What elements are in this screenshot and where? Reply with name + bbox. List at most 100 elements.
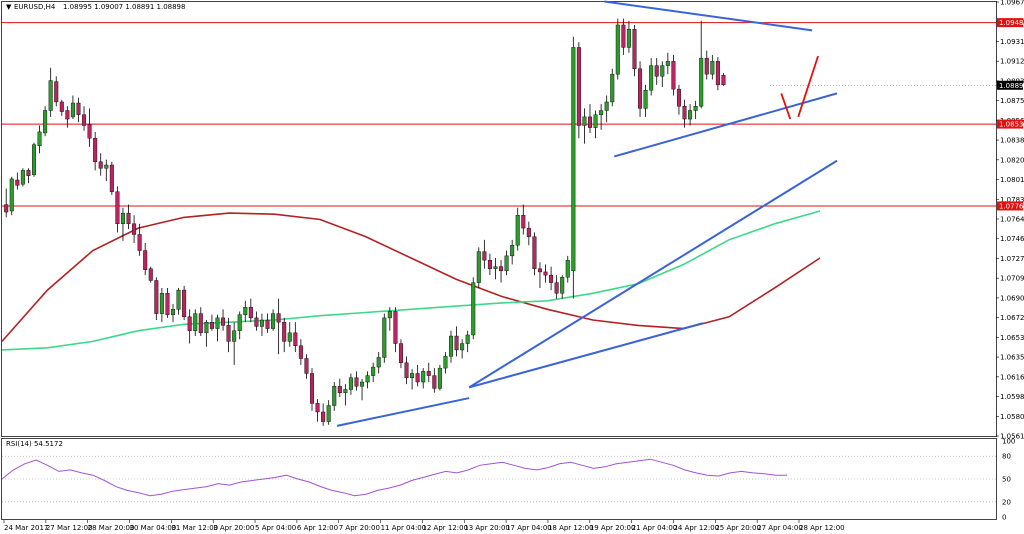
candle-body <box>382 317 387 358</box>
candle-body <box>104 164 109 169</box>
candles <box>4 18 726 426</box>
candle-body <box>526 227 531 237</box>
candle-body <box>98 161 103 169</box>
time-tick-label: 3 Apr 20:00 <box>213 524 254 532</box>
candle-body <box>282 321 287 342</box>
price-tag-box <box>997 80 1023 90</box>
candle-body <box>259 319 264 327</box>
trend-line <box>468 159 838 389</box>
trend-line <box>614 92 838 158</box>
candle-body <box>437 367 442 389</box>
projection-line <box>797 55 819 118</box>
candle-body <box>215 317 220 329</box>
candle-body <box>476 251 481 283</box>
price-tick-label: 1.05800 <box>1000 413 1024 421</box>
candle-body <box>70 102 75 118</box>
candle-body <box>120 212 125 225</box>
candle-body <box>521 215 526 229</box>
price-tick-label: 1.08200 <box>1000 156 1024 164</box>
price-tick-label: 1.06905 <box>1000 294 1024 302</box>
candle-body <box>715 61 720 86</box>
candle-body <box>182 289 187 318</box>
candle-body <box>432 375 437 389</box>
price-tick-label: 1.06535 <box>1000 334 1024 342</box>
candle-body <box>354 377 359 387</box>
candle-body <box>126 212 131 225</box>
time-tick-label: 31 Mar 12:00 <box>171 524 218 532</box>
candle-body <box>660 65 665 77</box>
candle-body <box>654 65 659 77</box>
candle-body <box>632 29 637 70</box>
price-tag-label: 1.07767 <box>999 202 1024 210</box>
candle-body <box>193 313 198 331</box>
candle-body <box>460 343 465 351</box>
candle-body <box>65 110 70 120</box>
price-tag-box <box>997 18 1023 28</box>
candle-body <box>515 215 520 246</box>
candle-body <box>48 80 53 111</box>
price-tick-label: 1.09310 <box>1000 38 1024 46</box>
candle-body <box>638 68 643 109</box>
candle-body <box>626 29 631 48</box>
candle-body <box>271 313 276 329</box>
candle-body <box>248 306 253 319</box>
price-tag-box <box>997 201 1023 211</box>
time-tick-label: 24 Mar 2017 <box>4 524 48 532</box>
candle-body <box>54 81 59 103</box>
candle-body <box>543 271 548 276</box>
price-tick-label: 1.05615 <box>1000 433 1024 441</box>
candle-body <box>154 280 159 314</box>
rsi-tick-label: 80 <box>1002 453 1011 461</box>
candle-body <box>537 268 542 273</box>
time-tick-label: 27 Mar 12:00 <box>46 524 93 532</box>
rsi-tick-label: 50 <box>1002 476 1011 484</box>
candle-body <box>337 386 342 393</box>
trend-line <box>604 0 813 32</box>
candle-body <box>604 101 609 111</box>
candle-body <box>404 362 409 378</box>
candle-body <box>371 366 376 376</box>
candle-body <box>187 316 192 331</box>
candle-body <box>426 371 431 376</box>
price-tag-label: 1.09482 <box>999 19 1024 27</box>
candle-body <box>59 101 64 112</box>
candle-body <box>276 313 281 323</box>
price-tick-label: 1.07830 <box>1000 196 1024 204</box>
candle-body <box>493 266 498 269</box>
candle-body <box>571 47 576 272</box>
candle-body <box>643 89 648 109</box>
candle-body <box>76 102 81 115</box>
price-tick-label: 1.08750 <box>1000 97 1024 105</box>
ma-green-line <box>1 210 821 351</box>
candle-body <box>688 110 693 120</box>
candle-body <box>204 321 209 334</box>
candle-body <box>232 330 237 342</box>
price-tick-label: 1.07090 <box>1000 275 1024 283</box>
price-tags: 1.09482 1.08896 1.08533 1.07767 <box>770 18 1024 211</box>
projection-line <box>780 93 792 120</box>
rsi-tick-label: 100 <box>1002 438 1015 446</box>
rsi-panel-frame <box>1 438 997 520</box>
candle-body <box>37 131 42 146</box>
candle-body <box>360 381 365 387</box>
candle-body <box>621 24 626 48</box>
time-tick-label: 7 Apr 20:00 <box>339 524 380 532</box>
candle-body <box>676 88 681 107</box>
candle-body <box>454 335 459 351</box>
candle-body <box>321 411 326 422</box>
candle-body <box>109 164 114 192</box>
candle-body <box>4 204 9 213</box>
price-axis: 1.096751.095001.093101.091201.089351.087… <box>996 0 1024 441</box>
candle-body <box>410 373 415 378</box>
candle-body <box>82 114 87 126</box>
candle-body <box>243 306 248 315</box>
candle-body <box>398 343 403 363</box>
candle-body <box>376 357 381 368</box>
candle-body <box>449 335 454 357</box>
trend-line <box>336 397 470 427</box>
candle-body <box>499 266 504 272</box>
candle-body <box>87 124 92 139</box>
candle-body <box>560 277 565 294</box>
rsi-tick-label: 0 <box>1002 514 1006 522</box>
